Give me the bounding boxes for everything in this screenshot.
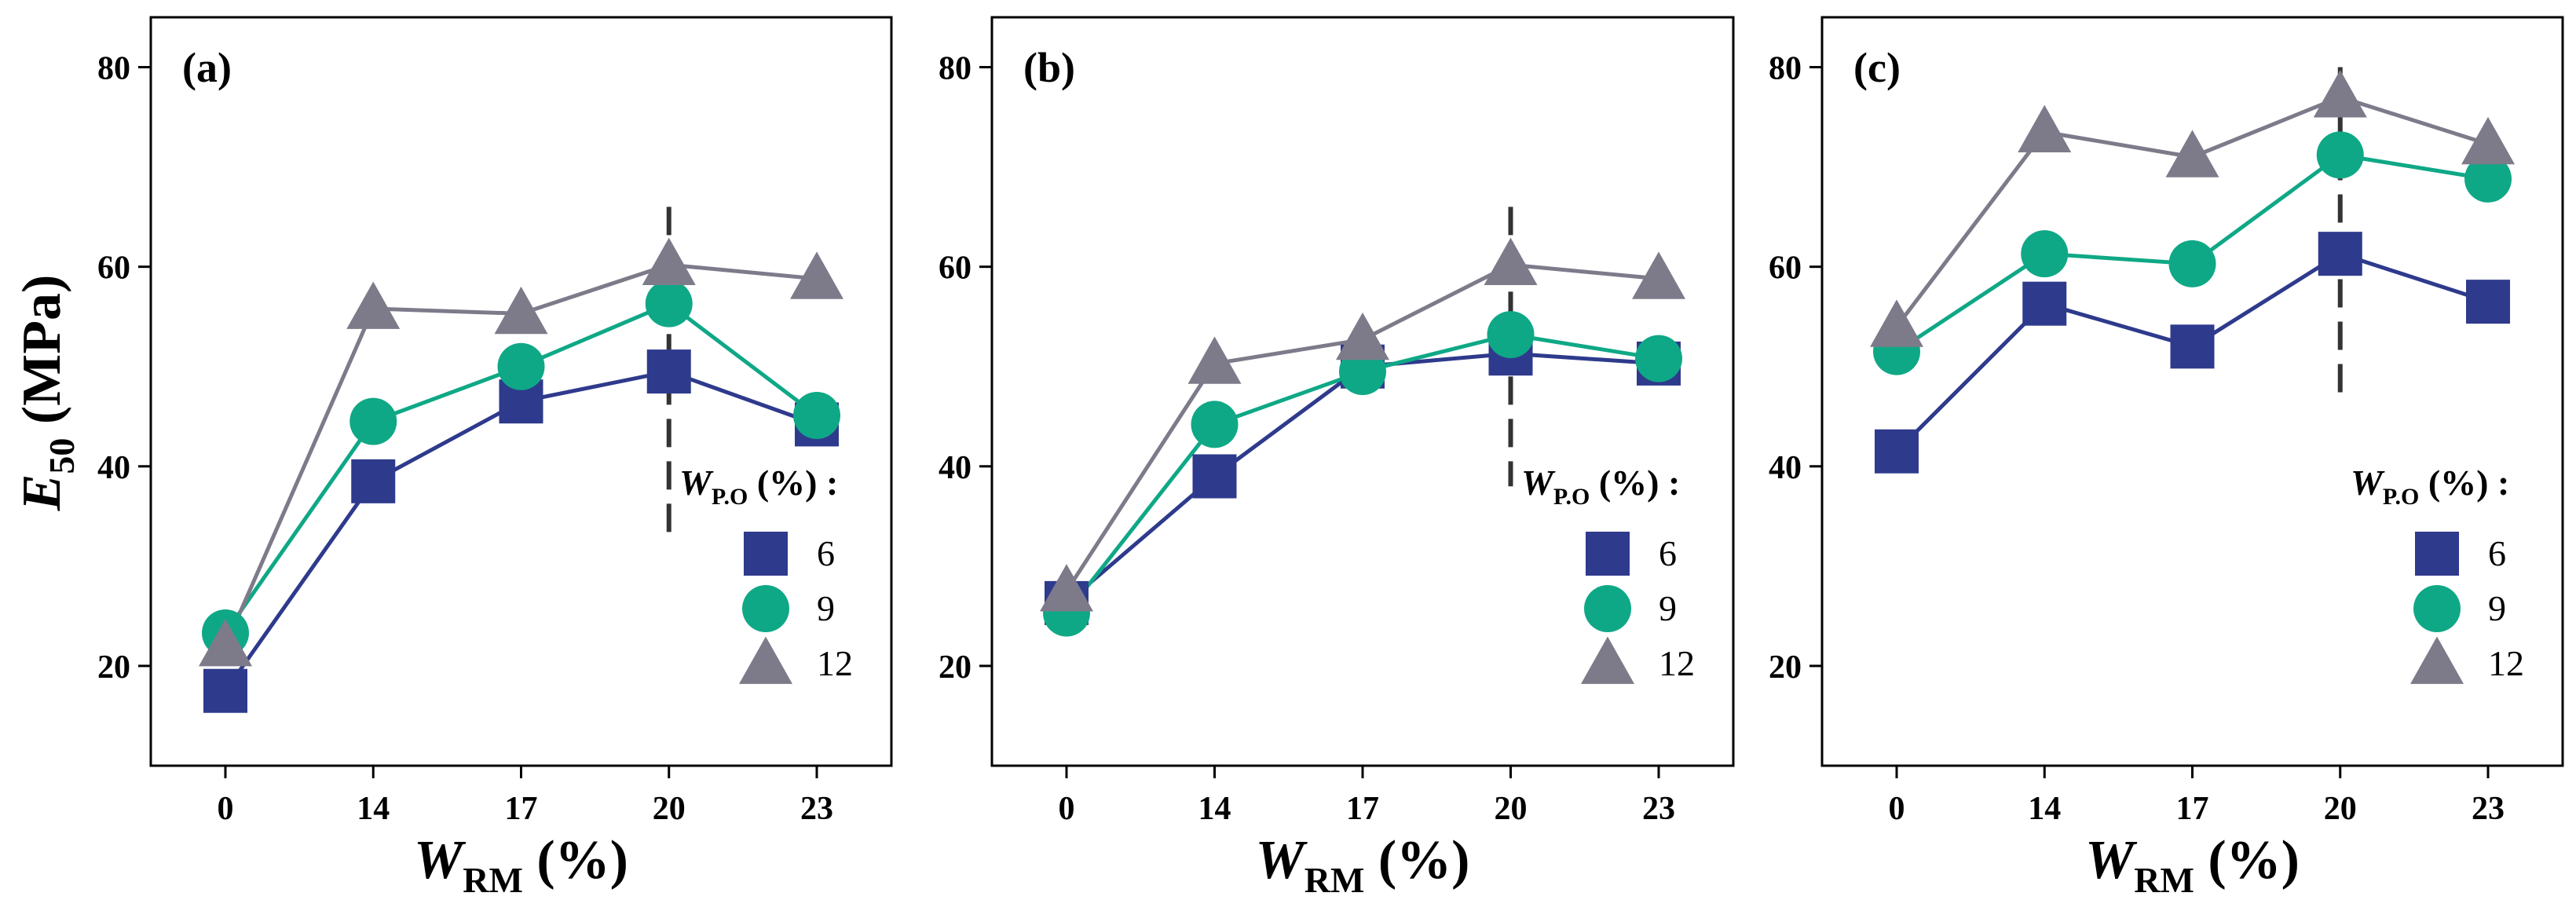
y-tick-label: 20 bbox=[97, 649, 130, 686]
y-tick-label: 80 bbox=[939, 51, 971, 87]
legend-marker-9 bbox=[2413, 585, 2461, 632]
y-tick-label: 60 bbox=[939, 251, 971, 287]
legend-marker-6 bbox=[2415, 532, 2459, 576]
legend-label: 9 bbox=[1659, 588, 1677, 628]
data-point-9 bbox=[1635, 335, 1682, 382]
legend-title: WP.O (%) : bbox=[1521, 463, 1680, 510]
legend-marker-6 bbox=[1586, 532, 1630, 576]
x-axis-title: WRM (%) bbox=[414, 830, 628, 900]
data-point-12 bbox=[2018, 104, 2072, 153]
data-point-12 bbox=[1870, 299, 1923, 347]
data-point-6 bbox=[2170, 324, 2215, 369]
x-tick-label: 0 bbox=[1059, 791, 1075, 827]
legend-title: WP.O (%) : bbox=[2351, 463, 2509, 510]
y-tick-label: 80 bbox=[1769, 51, 1802, 87]
legend-label: 9 bbox=[2488, 588, 2506, 628]
legend-marker-12 bbox=[739, 636, 792, 684]
panel-a: 20 40 60 80 0 14 17 20 23 (a) WP.O (%) : 6 9 12 WRM (%… bbox=[97, 16, 893, 900]
x-tick-label: 14 bbox=[1198, 791, 1231, 827]
data-point-12 bbox=[2165, 130, 2219, 177]
x-tick-label: 23 bbox=[1642, 791, 1675, 827]
legend-label: 12 bbox=[1659, 643, 1695, 683]
panel-label: (a) bbox=[182, 44, 232, 91]
legend-marker-12 bbox=[1581, 636, 1634, 684]
panel-label: (c) bbox=[1853, 44, 1901, 91]
data-point-9 bbox=[2021, 230, 2069, 278]
x-tick-label: 0 bbox=[218, 791, 234, 827]
legend-label: 9 bbox=[817, 588, 835, 628]
data-point-9 bbox=[645, 280, 693, 327]
x-tick-label: 17 bbox=[505, 791, 538, 827]
data-point-9 bbox=[2168, 240, 2216, 287]
data-point-12 bbox=[494, 286, 548, 335]
y-tick-label: 20 bbox=[939, 649, 971, 686]
data-point-12 bbox=[346, 281, 401, 329]
data-point-12 bbox=[790, 251, 843, 299]
data-point-12 bbox=[1187, 336, 1242, 384]
data-point-6 bbox=[646, 349, 691, 394]
y-tick-label: 80 bbox=[97, 51, 130, 87]
x-axis-title: WRM (%) bbox=[2085, 830, 2300, 900]
data-point-6 bbox=[2318, 232, 2362, 276]
y-tick-label: 60 bbox=[97, 251, 130, 287]
legend-label: 6 bbox=[817, 533, 835, 573]
x-axis-title: WRM (%) bbox=[1255, 830, 1469, 900]
legend-marker-6 bbox=[744, 532, 788, 576]
data-point-6 bbox=[351, 459, 396, 503]
data-point-6 bbox=[2022, 281, 2067, 326]
data-point-12 bbox=[1336, 312, 1389, 360]
x-tick-label: 20 bbox=[653, 791, 686, 827]
data-point-9 bbox=[1487, 311, 1535, 359]
panel-label: (b) bbox=[1023, 44, 1075, 91]
y-axis-title: E50 (MPa) bbox=[12, 275, 82, 512]
data-point-12 bbox=[1484, 237, 1538, 286]
panel-c: 20 40 60 80 0 14 17 20 23 (c) WP.O (%) : 6 9 12 WRM (%… bbox=[1769, 16, 2564, 900]
data-point-9 bbox=[349, 397, 397, 445]
panel-b: 20 40 60 80 0 14 17 20 23 (b) WP.O (%) : 6 9 12 WRM (%… bbox=[939, 16, 1735, 900]
y-tick-label: 60 bbox=[1769, 251, 1802, 287]
data-point-6 bbox=[2466, 280, 2510, 324]
data-point-12 bbox=[1632, 251, 1685, 299]
data-point-6 bbox=[1875, 429, 1919, 474]
legend-marker-9 bbox=[1584, 585, 1631, 632]
data-point-12 bbox=[1040, 564, 1093, 612]
data-point-6 bbox=[203, 668, 247, 713]
legend-marker-12 bbox=[2410, 636, 2464, 684]
x-tick-label: 20 bbox=[1495, 791, 1528, 827]
legend-label: 12 bbox=[2488, 643, 2524, 683]
x-tick-label: 23 bbox=[800, 791, 833, 827]
data-point-12 bbox=[2461, 116, 2515, 165]
x-tick-label: 23 bbox=[2472, 791, 2505, 827]
data-point-9 bbox=[2316, 131, 2364, 179]
y-tick-label: 40 bbox=[939, 450, 971, 486]
legend-marker-9 bbox=[742, 585, 789, 632]
data-point-12 bbox=[2313, 70, 2367, 118]
legend-title: WP.O (%) : bbox=[679, 463, 838, 510]
x-tick-label: 17 bbox=[2176, 791, 2209, 827]
legend-label: 12 bbox=[817, 643, 853, 683]
data-point-9 bbox=[2464, 155, 2512, 203]
y-tick-label: 40 bbox=[97, 450, 130, 486]
data-point-12 bbox=[642, 237, 696, 286]
plot-frame bbox=[1820, 16, 2564, 767]
data-point-9 bbox=[1191, 401, 1239, 448]
data-point-12 bbox=[199, 619, 252, 667]
data-point-9 bbox=[497, 342, 545, 390]
x-tick-label: 14 bbox=[2028, 791, 2061, 827]
legend-label: 6 bbox=[1659, 533, 1677, 573]
x-tick-label: 14 bbox=[357, 791, 390, 827]
x-tick-label: 0 bbox=[1889, 791, 1905, 827]
y-tick-label: 40 bbox=[1769, 450, 1802, 486]
x-tick-label: 17 bbox=[1346, 791, 1379, 827]
data-point-9 bbox=[793, 391, 840, 439]
legend-label: 6 bbox=[2488, 533, 2506, 573]
x-tick-label: 20 bbox=[2324, 791, 2357, 827]
data-point-6 bbox=[1192, 454, 1237, 499]
y-tick-label: 20 bbox=[1769, 649, 1802, 686]
